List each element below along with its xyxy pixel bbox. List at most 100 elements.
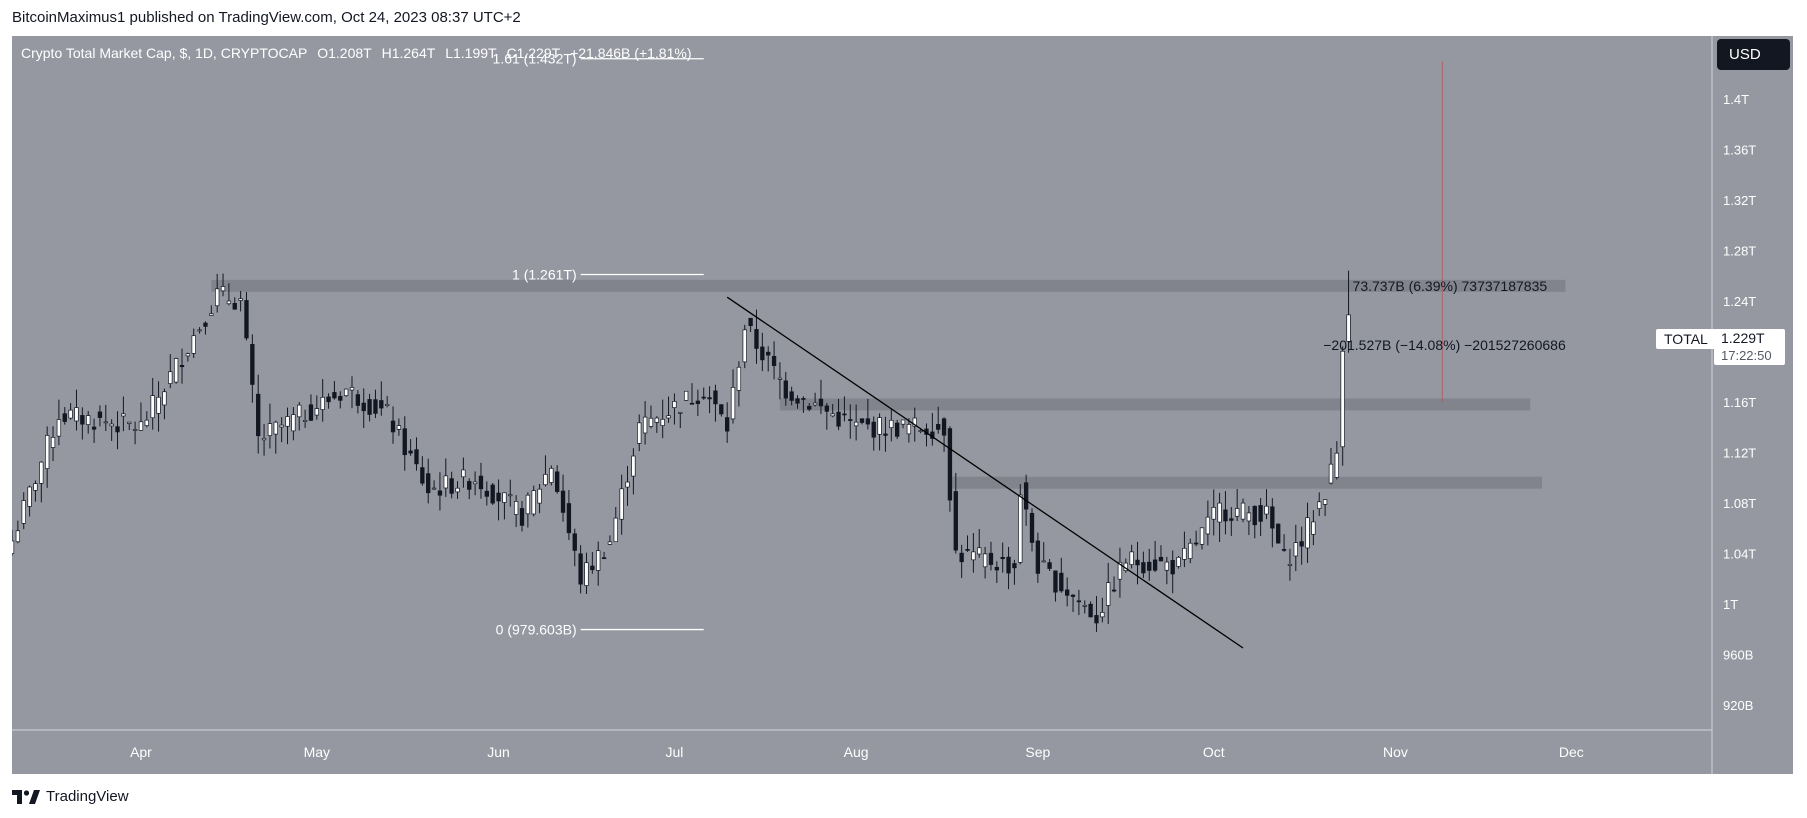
candle-body [390,420,396,433]
candle-body [179,365,185,368]
candle-body [959,552,964,563]
candle-body [1076,600,1082,603]
candle-body [1111,589,1117,592]
candle-body [859,418,865,423]
candle-body [197,329,202,332]
ohlc-legend: Crypto Total Market Cap, $, 1D, CRYPTOCA… [21,45,691,61]
candle-body [33,483,38,491]
candle-body [1059,572,1064,592]
price-axis [1712,36,1793,774]
candle-body [1088,603,1093,618]
candle-body [689,402,695,405]
candle-body [367,399,372,415]
candle-body [162,391,167,406]
price-tick-label: 920B [1723,698,1753,713]
candle-body [191,335,196,354]
candle-body [654,417,659,423]
tradingview-logo[interactable]: TradingView [12,788,129,805]
fib-level-label: 1 (1.261T) [512,266,577,282]
candle-body [953,491,958,551]
candle-body [1041,560,1046,563]
tradingview-logo-icon [12,789,40,804]
candle-body [273,421,278,435]
price-tick-label: 1.12T [1723,445,1756,460]
candle-body [818,398,824,407]
candle-body [220,286,226,292]
candle-body [900,419,906,425]
support-resistance-zone [211,279,1566,292]
candle-body [965,549,970,551]
candle-body [185,353,191,357]
price-tick-label: 1.08T [1723,496,1756,511]
candle-body [74,407,79,422]
low-value: L1.199T [445,45,497,61]
candle-body [467,481,472,490]
candle-body [332,392,337,399]
candle-body [1205,516,1211,535]
candle-body [607,541,613,545]
candle-body [1006,556,1011,574]
candle-body [408,450,413,454]
candle-body [250,344,255,385]
price-tick-label: 960B [1723,647,1753,662]
candle-body [519,508,525,526]
time-tick-label: Jun [487,744,510,760]
candle-body [414,449,419,465]
candle-body [215,288,220,307]
candle-body [443,475,448,489]
currency-button[interactable]: USD [1717,39,1790,70]
candle-body [285,416,290,427]
candle-body [144,419,149,426]
candle-body [1276,523,1281,544]
descending-trendline [726,296,1244,649]
candle-body [209,313,214,316]
candle-body [1029,512,1035,543]
candle-body [396,425,402,430]
candle-body [86,415,91,425]
candle-body [1188,542,1193,559]
candle-body [1229,518,1234,521]
candle-body [1158,556,1164,562]
candle-body [355,394,361,406]
candle-body [906,424,912,435]
candle-body [807,406,812,410]
candle-body [660,418,665,426]
close-value: C1.229T [506,45,561,61]
symbol-name: Crypto Total Market Cap, $, 1D, CRYPTOCA… [21,45,308,61]
candle-body [865,418,871,425]
candle-body [1023,482,1029,510]
candle-body [830,413,835,417]
candle-body [895,422,900,437]
bar-countdown: 17:22:50 [1721,348,1772,363]
candle-body [1240,502,1246,520]
candle-body [308,404,314,421]
candle-body [484,490,489,497]
time-tick-label: Dec [1559,744,1584,760]
candle-body [531,490,536,515]
candle-body [1070,594,1076,597]
candle-body [549,468,554,483]
candle-body [1082,605,1087,607]
candle-body [291,414,296,432]
candle-body [1147,561,1152,571]
price-chart[interactable]: 920B960B1T1.04T1.08T1.12T1.16T1.2T1.24T1… [12,36,1793,774]
time-tick-label: Aug [844,744,869,760]
candle-body [455,487,460,493]
candle-body [21,500,26,524]
candle-body [373,399,378,414]
candle-body [760,346,765,361]
candle-body [27,486,32,507]
candle-body [648,417,654,427]
candle-body [138,421,144,431]
candle-body [1305,517,1310,549]
publisher-line: BitcoinMaximus1 published on TradingView… [12,9,521,26]
candle-body [15,530,21,543]
candle-body [812,402,818,406]
candle-body [525,494,531,515]
candle-body [320,396,325,410]
price-tick-label: 1.16T [1723,395,1756,410]
candle-body [637,422,642,444]
high-value: H1.264T [381,45,436,61]
candle-body [420,467,425,484]
candle-body [297,404,302,418]
